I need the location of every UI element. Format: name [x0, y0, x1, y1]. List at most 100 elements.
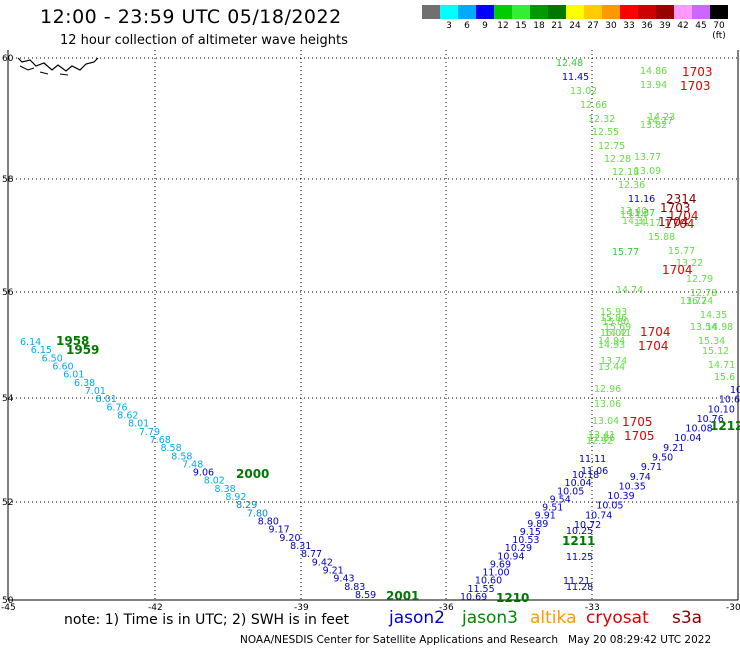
wave-height-value: 11.45 [562, 72, 589, 83]
color-swatch [476, 5, 494, 19]
wave-height-value: 11.16 [628, 194, 655, 205]
wave-height-value: 9.06 [193, 468, 214, 479]
wave-height-value: 12.79 [686, 274, 713, 285]
wave-height-value: 10.05 [557, 486, 584, 497]
color-swatch [710, 5, 728, 19]
wave-height-value: 15.93 [600, 307, 627, 318]
wave-height-value: 12.86 [588, 433, 615, 444]
wave-height-value: 9.17 [269, 525, 290, 536]
color-scale-label: 9 [482, 21, 488, 31]
coastline [17, 57, 99, 76]
color-scale-label: 21 [551, 21, 563, 31]
wave-height-value: 8.31 [290, 541, 311, 552]
wave-height-value: 6.76 [106, 402, 127, 413]
color-scale-label: 24 [569, 21, 581, 31]
axis-labels: 60 58 56 54 52 50-45 -42 -39 -36 -33 -30 [1, 54, 740, 613]
wave-height-value: 10.80 [730, 385, 740, 396]
color-scale-label: 12 [497, 21, 509, 31]
pass-time-label: 2000 [236, 467, 269, 481]
wave-height-value: 13.82 [640, 120, 667, 131]
wave-height-value: 14.93 [598, 340, 625, 351]
wave-height-value: 12.55 [592, 127, 619, 138]
latitude-label: 58 [2, 175, 14, 185]
wave-height-value: 10.60 [475, 576, 502, 587]
longitude-label: -33 [585, 603, 600, 613]
color-scale-label: 33 [623, 21, 635, 31]
wave-height-value: 6.01 [63, 370, 84, 381]
latitude-label: 56 [2, 288, 14, 298]
wave-height-value: 13.74 [600, 356, 627, 367]
wave-height-value: 9.21 [663, 443, 684, 454]
color-scale-label: 45 [695, 21, 707, 31]
wave-height-value: 8.01 [128, 419, 149, 430]
pass-time-label: 1211 [562, 534, 595, 548]
wave-height-value: 10.60 [719, 395, 740, 406]
wave-height-value: 12.92 [586, 436, 613, 447]
wave-height-value: 10.94 [497, 551, 524, 562]
wave-height-value: 12.66 [580, 100, 607, 111]
color-swatch [422, 5, 440, 19]
pass-time-label: 2314 [666, 192, 697, 206]
longitude-label: -36 [439, 603, 454, 613]
color-swatch [674, 5, 692, 19]
wave-height-value: 13.94 [640, 80, 667, 91]
wave-height-value: 13.09 [634, 166, 661, 177]
wave-height-value: 8.83 [344, 582, 365, 593]
wave-height-value: 8.58 [171, 451, 192, 462]
pass-time-label: 1704 [668, 209, 699, 223]
wave-height-value: 10.53 [512, 535, 539, 546]
wave-height-value: 8.80 [258, 517, 279, 528]
legend-satellite-s3a: s3a [672, 608, 703, 628]
wave-height-value: 13.22 [676, 258, 703, 269]
latitude-label: 60 [2, 54, 14, 64]
coastline-path [19, 65, 69, 76]
credit-timestamp: May 20 08:29:42 UTC 2022 [568, 634, 712, 646]
wave-height-value: 12.75 [598, 141, 625, 152]
wave-height-value: 9.74 [630, 472, 651, 483]
legend-satellite-cryosat: cryosat [586, 608, 649, 628]
wave-height-value: 15.80 [602, 317, 629, 328]
wave-height-value: 10.39 [607, 491, 634, 502]
wave-height-value: 14.31 [622, 216, 649, 227]
longitude-label: -30 [726, 603, 740, 613]
color-scale-label: 15 [515, 21, 527, 31]
wave-height-value: 14.71 [708, 360, 735, 371]
wave-height-value: 6.38 [74, 378, 95, 389]
legend-note: note: 1) Time is in UTC; 2) SWH is in fe… [64, 612, 350, 628]
wave-height-value: 14.35 [700, 310, 727, 321]
pass-time-label: 1210 [496, 591, 529, 605]
wave-height-value: 8.92 [225, 492, 246, 503]
wave-height-value: 6.60 [52, 361, 73, 372]
color-swatch [566, 5, 584, 19]
coastline-path [17, 57, 99, 72]
pass-time-label: 1703 [660, 201, 691, 215]
wave-height-value: 7.68 [150, 435, 171, 446]
wave-height-value: 16.74 [686, 296, 713, 307]
wave-height-value: 11.28 [566, 582, 593, 593]
map-title: 12:00 - 23:59 UTC 05/18/2022 [40, 6, 342, 28]
wave-height-value: 12.32 [588, 114, 615, 125]
latitude-label: 54 [2, 394, 14, 404]
color-scale-label: 3 [446, 21, 452, 31]
color-scale-label: 70 (ft) [712, 21, 726, 41]
wave-height-value: 11.21 [563, 576, 590, 587]
wave-height-value: 11.06 [581, 466, 608, 477]
pass-time-label: 1704 [662, 263, 693, 277]
color-scale-label: 30 [605, 21, 617, 31]
wave-height-value: 7.01 [85, 386, 106, 397]
color-scale-label: 39 [659, 21, 671, 31]
wave-height-value: 13.77 [634, 152, 661, 163]
wave-height-value: 10.08 [685, 424, 712, 435]
wave-height-value: 10.74 [585, 510, 612, 521]
credit-text: NOAA/NESDIS Center for Satellite Applica… [240, 634, 558, 646]
wave-height-value: 15.34 [698, 336, 725, 347]
pass-time-label: 1703 [682, 65, 713, 79]
wave-height-value: 15.69 [604, 322, 631, 333]
wave-height-value: 8.38 [215, 484, 236, 495]
latitude-label: 52 [2, 498, 13, 508]
wave-height-value: 13.40 [620, 206, 647, 217]
wave-height-value: 14.17 [634, 218, 661, 229]
pass-time-label: 1704 [640, 325, 671, 339]
wave-height-value: 10.76 [697, 414, 724, 425]
color-scale-label: 18 [533, 21, 545, 31]
